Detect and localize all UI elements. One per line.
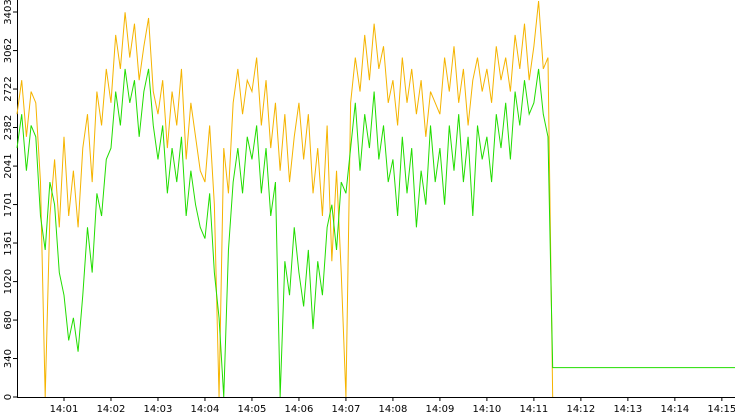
x-tick-label: 14:11: [519, 404, 548, 415]
x-tick-label: 14:10: [472, 404, 501, 415]
y-tick-label: 1020: [3, 269, 14, 294]
x-tick-label: 14:15: [707, 404, 735, 415]
x-tick-label: 14:03: [144, 404, 173, 415]
x-tick-label: 14:12: [566, 404, 595, 415]
x-tick-label: 14:01: [50, 404, 79, 415]
y-tick-label: 1361: [3, 230, 14, 255]
y-tick-label: 1701: [3, 192, 14, 217]
y-tick-label: 0: [3, 394, 14, 400]
y-tick-label: 3403: [3, 0, 14, 25]
y-tick-label: 2041: [3, 153, 14, 178]
y-tick-label: 680: [3, 311, 14, 330]
x-tick-label: 14:06: [285, 404, 314, 415]
x-tick-label: 14:05: [238, 404, 267, 415]
x-tick-label: 14:13: [613, 404, 642, 415]
x-tick-label: 14:02: [97, 404, 126, 415]
x-tick-label: 14:07: [332, 404, 361, 415]
x-tick-label: 14:04: [191, 404, 220, 415]
series-line: [16, 68, 735, 398]
y-tick-label: 340: [3, 349, 14, 368]
x-tick-label: 14:09: [425, 404, 454, 415]
x-tick-label: 14:08: [379, 404, 408, 415]
series-line: [16, 0, 554, 398]
y-tick-label: 2722: [3, 76, 14, 101]
y-tick-label: 2382: [3, 115, 14, 140]
y-tick-label: 3062: [3, 38, 14, 63]
x-tick-label: 14:14: [660, 404, 689, 415]
